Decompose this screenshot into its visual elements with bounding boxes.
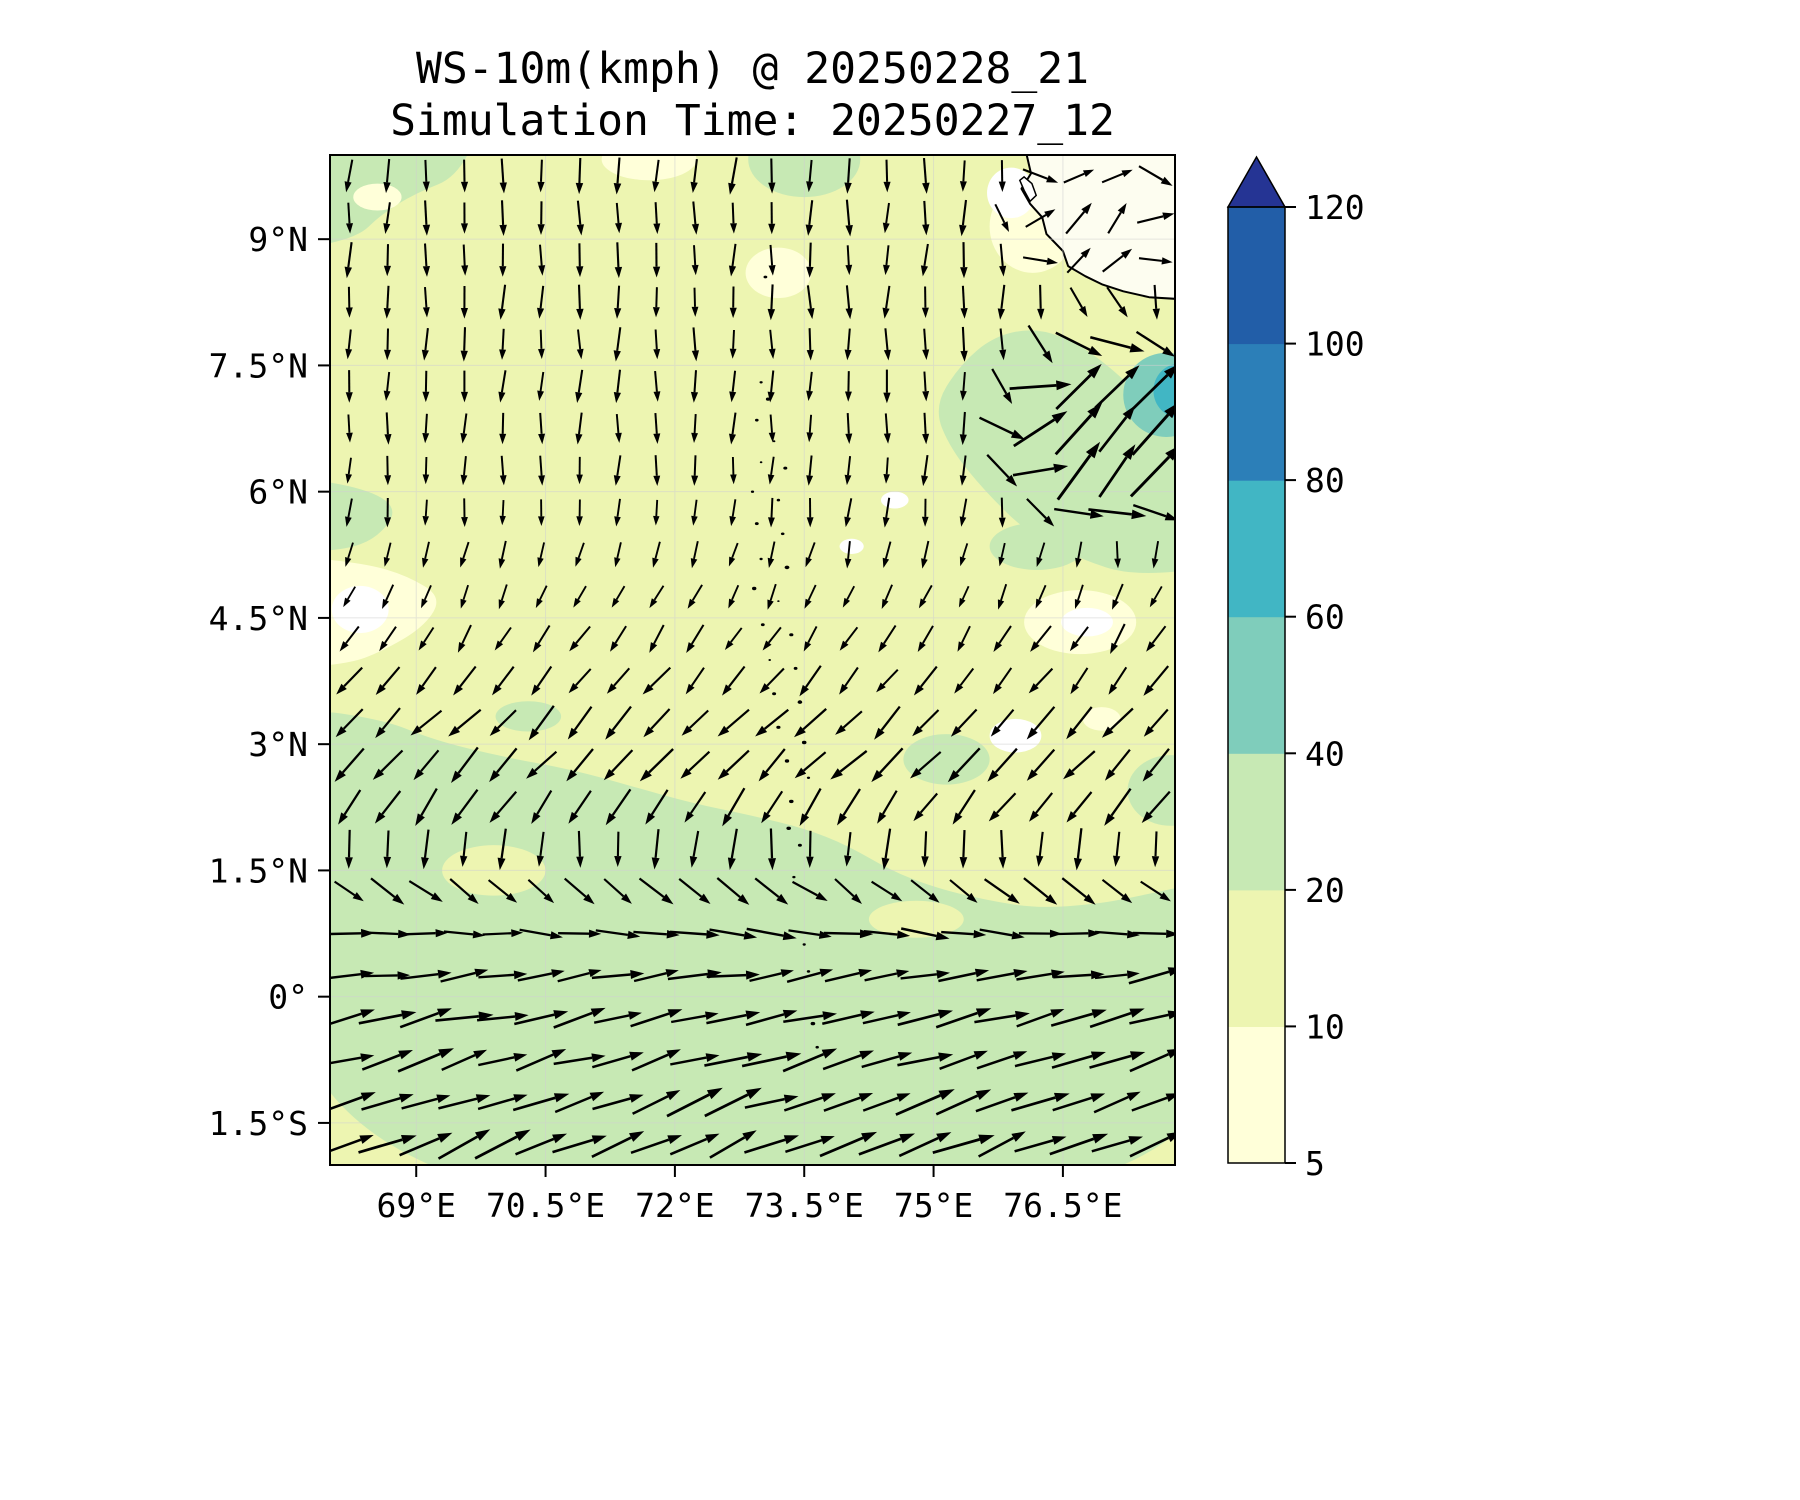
colorbar-outline xyxy=(1227,206,1286,1164)
y-axis-tick-labels: 9°N 7.5°N 6°N 4.5°N 3°N 1.5°N 0° 1.5°S xyxy=(209,220,308,1143)
y-tick-label: 1.5°N xyxy=(209,851,308,890)
y-tick-label: 6°N xyxy=(248,473,308,512)
contour-region-lt5 xyxy=(839,538,864,554)
colorbar-tick-label: 40 xyxy=(1305,734,1345,773)
x-tick-label: 69°E xyxy=(376,1186,455,1225)
colorbar-tick-label: 20 xyxy=(1305,871,1345,910)
wind-quiver-arrows xyxy=(330,157,1175,1160)
contour-region-5-10 xyxy=(601,155,697,181)
land-india xyxy=(1021,155,1175,299)
contour-region-lt5 xyxy=(880,491,909,509)
axis-ticks xyxy=(318,238,1064,1177)
graticule xyxy=(330,155,1175,1165)
colorbar-tick-label: 5 xyxy=(1305,1144,1325,1183)
x-tick-label: 72°E xyxy=(635,1186,714,1225)
y-tick-label: 7.5°N xyxy=(209,346,308,385)
figure-title-line1: WS-10m(kmph) @ 20250228_21 xyxy=(415,44,1090,94)
colorbar-segment xyxy=(1228,207,1285,345)
contour-region-10-20 xyxy=(868,900,964,938)
coastline xyxy=(1020,155,1175,300)
y-tick-label: 9°N xyxy=(248,220,308,259)
y-tick-label: 3°N xyxy=(248,725,308,764)
colorbar-tick-label: 120 xyxy=(1305,188,1365,227)
contour-region-20-40 xyxy=(330,482,393,551)
contour-region-20-40 xyxy=(903,734,990,785)
colorbar-segment xyxy=(1228,753,1285,891)
contour-region-5-10 xyxy=(745,247,812,299)
x-tick-label: 76.5°E xyxy=(1003,1186,1122,1225)
contour-region-lt5 xyxy=(989,718,1042,753)
y-tick-label: 0° xyxy=(268,978,308,1017)
colorbar: 5 10 20 40 60 80 100 120 xyxy=(1226,155,1365,1183)
colorbar-tick-label: 60 xyxy=(1305,598,1345,637)
contour-region-5-10 xyxy=(1082,707,1121,731)
map-layers xyxy=(330,155,1175,1165)
colorbar-segment xyxy=(1228,1026,1285,1164)
x-axis-tick-labels: 69°E 70.5°E 72°E 73.5°E 75°E 76.5°E xyxy=(376,1186,1122,1225)
y-tick-label: 4.5°N xyxy=(209,599,308,638)
colorbar-tick-label: 100 xyxy=(1305,325,1365,364)
colorbar-segment xyxy=(1228,343,1285,481)
x-tick-label: 75°E xyxy=(894,1186,973,1225)
colorbar-tick-label: 80 xyxy=(1305,461,1345,500)
y-tick-label: 1.5°S xyxy=(209,1104,308,1143)
contour-region-60-80 xyxy=(1153,364,1175,418)
colorbar-segment xyxy=(1228,889,1285,1027)
contour-region-lt5 xyxy=(331,585,389,634)
colorbar-segment xyxy=(1228,480,1285,618)
contour-region-20-40 xyxy=(989,522,1085,570)
colorbar-segment xyxy=(1228,616,1285,754)
x-tick-label: 70.5°E xyxy=(486,1186,605,1225)
lake-outline xyxy=(1018,175,1038,203)
x-tick-label: 73.5°E xyxy=(745,1186,864,1225)
contour-region-20-40 xyxy=(495,701,562,732)
contour-region-20-40 xyxy=(330,712,1175,1165)
figure-title-line2: Simulation Time: 20250227_12 xyxy=(390,96,1115,146)
contour-region-lt5 xyxy=(1061,607,1113,637)
colorbar-extend-triangle xyxy=(1226,155,1287,208)
contour-region-20-40 xyxy=(1127,755,1175,826)
plot-border xyxy=(329,154,1176,1166)
colorbar-tick-label: 10 xyxy=(1305,1007,1345,1046)
islands-maldives xyxy=(750,275,819,1049)
contour-region-5-10 xyxy=(353,183,402,211)
